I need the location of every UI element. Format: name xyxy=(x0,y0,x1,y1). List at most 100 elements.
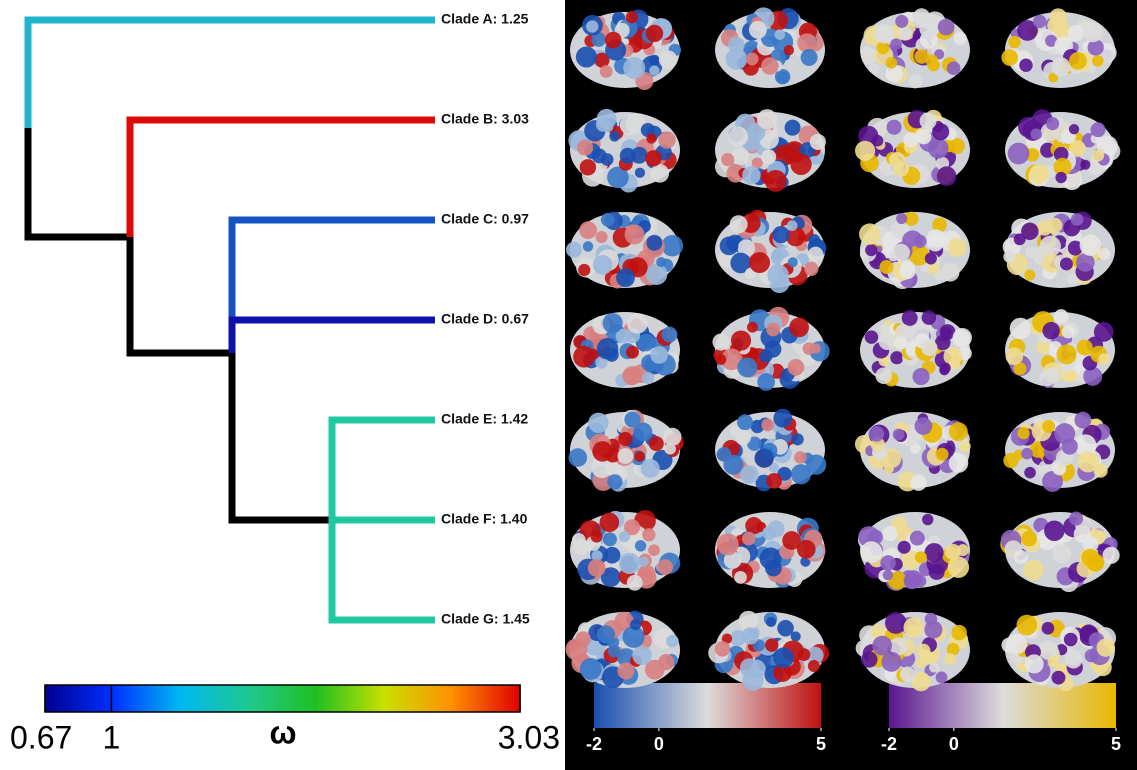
surface-patch xyxy=(913,235,926,248)
surface-patch xyxy=(634,451,645,462)
surface-patch xyxy=(915,551,927,563)
surface-patch xyxy=(742,166,760,184)
branch xyxy=(130,237,232,353)
clade-label: Clade A: 1.25 xyxy=(441,11,529,27)
surface-patch xyxy=(772,226,789,243)
surface-patch xyxy=(939,365,949,375)
surface-patch xyxy=(596,231,608,243)
surface-patch xyxy=(1025,246,1037,258)
surface-patch xyxy=(635,168,645,178)
surface-patch xyxy=(646,133,656,143)
surface-patch xyxy=(1054,423,1075,444)
surface-patch xyxy=(765,170,787,192)
surface-patch xyxy=(869,426,885,442)
surface-patch xyxy=(1103,547,1120,564)
surface-patch xyxy=(580,658,602,680)
surface-patch xyxy=(784,45,794,55)
tick-label: 3.03 xyxy=(498,719,560,755)
surface-patch xyxy=(949,453,968,472)
branch xyxy=(28,20,435,128)
surface-patch xyxy=(874,24,893,43)
surface-patch xyxy=(625,225,645,245)
surface-patch xyxy=(736,430,751,445)
surface-patch xyxy=(936,672,948,684)
surface-patch xyxy=(1080,160,1090,170)
surface-patch xyxy=(604,547,621,564)
surface-patch xyxy=(566,242,582,258)
surface-patch xyxy=(809,234,821,246)
surface-patch xyxy=(896,213,907,224)
surface-patch xyxy=(662,235,684,257)
surface-patch xyxy=(577,140,593,156)
surface-patch xyxy=(576,46,597,67)
tick-label: -2 xyxy=(881,734,897,754)
surface-patch xyxy=(650,164,669,183)
surface-patch xyxy=(910,531,925,546)
surface-patch xyxy=(1016,615,1037,636)
surface-patch xyxy=(749,252,770,273)
surface-patch xyxy=(865,244,877,256)
surface-patch xyxy=(928,138,949,159)
surface-patch xyxy=(646,25,663,42)
surface-patch xyxy=(1094,322,1114,342)
surface-patch xyxy=(885,612,907,634)
surface-patch xyxy=(1069,52,1087,70)
surface-patch xyxy=(601,213,615,227)
surface-patch xyxy=(941,263,960,282)
omega-title: ω xyxy=(269,714,296,750)
surface-patch xyxy=(905,570,922,587)
surface-patch xyxy=(948,557,969,578)
surface-patch xyxy=(908,75,922,89)
surface-patch xyxy=(740,465,759,484)
surface-patch xyxy=(1023,560,1044,581)
surface-patch xyxy=(635,540,646,551)
surface-patch xyxy=(924,621,942,639)
surface-patch xyxy=(928,263,940,275)
surface-patch xyxy=(623,57,645,79)
surface-patch xyxy=(593,255,613,275)
surface-patch xyxy=(715,641,730,656)
surface-patch xyxy=(806,455,826,475)
surface-patch xyxy=(892,244,910,262)
surface-patch xyxy=(627,313,648,334)
surface-patch xyxy=(757,109,777,129)
surface-patch xyxy=(785,120,801,136)
surface-patch xyxy=(1092,55,1104,67)
surface-patch xyxy=(944,653,956,665)
surface-patch xyxy=(588,559,606,577)
surface-patch xyxy=(787,220,798,231)
surface-patch xyxy=(1021,448,1033,460)
surface-patch xyxy=(919,19,939,39)
surface-patch xyxy=(746,53,759,66)
surface-patch xyxy=(1047,218,1062,233)
surface-patch xyxy=(1010,318,1031,339)
surface-patch xyxy=(925,252,937,264)
surface-patch xyxy=(766,473,782,489)
surface-patch xyxy=(1060,257,1073,270)
surface-patch xyxy=(1031,128,1042,139)
surface-patch xyxy=(927,229,946,248)
surface-patch xyxy=(869,64,879,74)
surface-patch xyxy=(569,643,579,653)
surface-patch xyxy=(666,635,679,648)
tree-backbone xyxy=(28,128,332,520)
surface-patch xyxy=(1048,656,1059,667)
surface-patch xyxy=(765,638,778,651)
surface-patch xyxy=(937,166,957,186)
surface-patch xyxy=(903,133,918,148)
surface-patch xyxy=(630,619,641,630)
surface-patch xyxy=(917,644,931,658)
branch xyxy=(232,353,332,520)
surface-patch xyxy=(573,346,595,368)
surface-patch xyxy=(588,413,608,433)
surface-patch xyxy=(591,531,603,543)
surface-patch xyxy=(954,32,967,45)
surface-patch xyxy=(1055,172,1066,183)
surface-patch xyxy=(1006,347,1024,365)
surface-patch xyxy=(757,373,775,391)
surface-patch xyxy=(728,127,748,147)
surface-colorbar xyxy=(594,683,821,728)
surface-patch xyxy=(1076,253,1095,272)
surface-patch xyxy=(777,620,794,637)
surface-patch xyxy=(1054,309,1069,324)
